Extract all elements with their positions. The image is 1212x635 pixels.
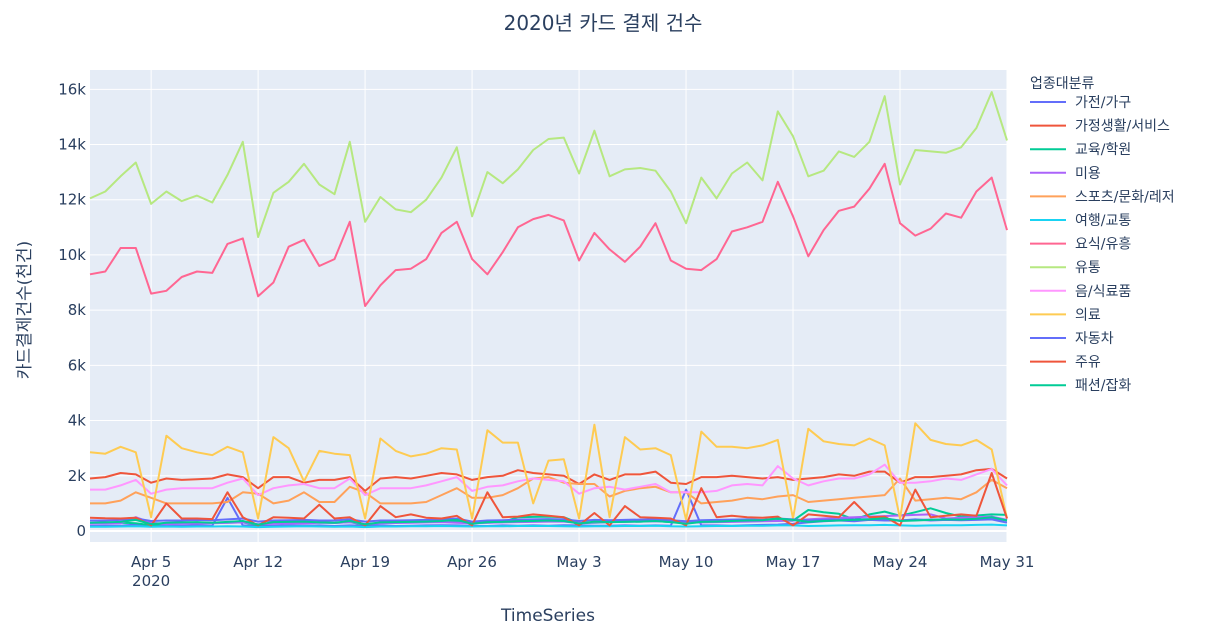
series-line: [90, 523, 1008, 529]
series-line: [89, 516, 1008, 526]
y-tick-label: 0: [76, 522, 86, 540]
x-tick-label: May 17: [766, 553, 821, 571]
x-tick-label: Apr 12: [233, 553, 283, 571]
legend-item[interactable]: 교육/학원: [1075, 142, 1131, 158]
series-line: [89, 467, 1008, 492]
legend-item[interactable]: 가정생활/서비스: [1075, 119, 1170, 135]
y-tick-label: 4k: [68, 412, 87, 430]
series-line: [90, 476, 1008, 505]
legend-item[interactable]: 여행/교통: [1075, 213, 1131, 229]
chart-title: 2020년 카드 결제 건수: [504, 11, 703, 35]
x-tick-label: Apr 26: [447, 553, 497, 571]
y-axis-label: 카드결제건수(천건): [15, 241, 35, 379]
series-lines: [89, 91, 1008, 529]
y-axis-ticks: 0 2k 4k 6k 8k 10k 12k 14k 16k: [58, 80, 86, 540]
x-tick-label: May 3: [556, 553, 601, 571]
y-tick-label: 2k: [68, 467, 87, 485]
legend-title: 업종대분류: [1030, 76, 1095, 92]
y-tick-label: 16k: [58, 80, 86, 98]
x-axis-label: TimeSeries: [500, 606, 595, 626]
legend-item[interactable]: 요식/유흥: [1075, 237, 1131, 253]
x-tick-label: May 31: [980, 553, 1035, 571]
y-tick-label: 8k: [68, 301, 87, 319]
x-tick-sublabel: 2020: [132, 572, 170, 590]
legend-item[interactable]: 의료: [1075, 307, 1101, 323]
legend-item[interactable]: 미용: [1075, 166, 1101, 182]
x-tick-label: Apr 19: [340, 553, 390, 571]
series-line: [89, 472, 1008, 527]
x-tick-label: May 10: [659, 553, 714, 571]
legend-item[interactable]: 자동차: [1075, 331, 1114, 347]
series-line: [89, 513, 1008, 526]
series-line: [89, 162, 1008, 307]
series-line: [89, 422, 1008, 521]
legend: 업종대분류 가전/가구가정생활/서비스교육/학원미용스포츠/문화/레저여행/교통…: [1030, 76, 1175, 394]
y-tick-label: 12k: [58, 191, 86, 209]
y-tick-label: 14k: [58, 136, 86, 154]
y-tick-label: 10k: [58, 246, 86, 264]
x-tick-label: Apr 5: [131, 553, 171, 571]
legend-item[interactable]: 유통: [1075, 260, 1101, 276]
series-line: [89, 91, 1008, 238]
legend-item[interactable]: 패션/잡화: [1075, 378, 1131, 394]
legend-item[interactable]: 주유: [1075, 355, 1101, 371]
y-tick-label: 6k: [68, 356, 87, 374]
legend-item[interactable]: 가전/가구: [1075, 95, 1131, 111]
legend-item[interactable]: 음/식료품: [1075, 284, 1131, 300]
legend-item[interactable]: 스포츠/문화/레저: [1075, 189, 1175, 205]
series-line: [90, 463, 1008, 497]
x-tick-label: May 24: [873, 553, 928, 571]
